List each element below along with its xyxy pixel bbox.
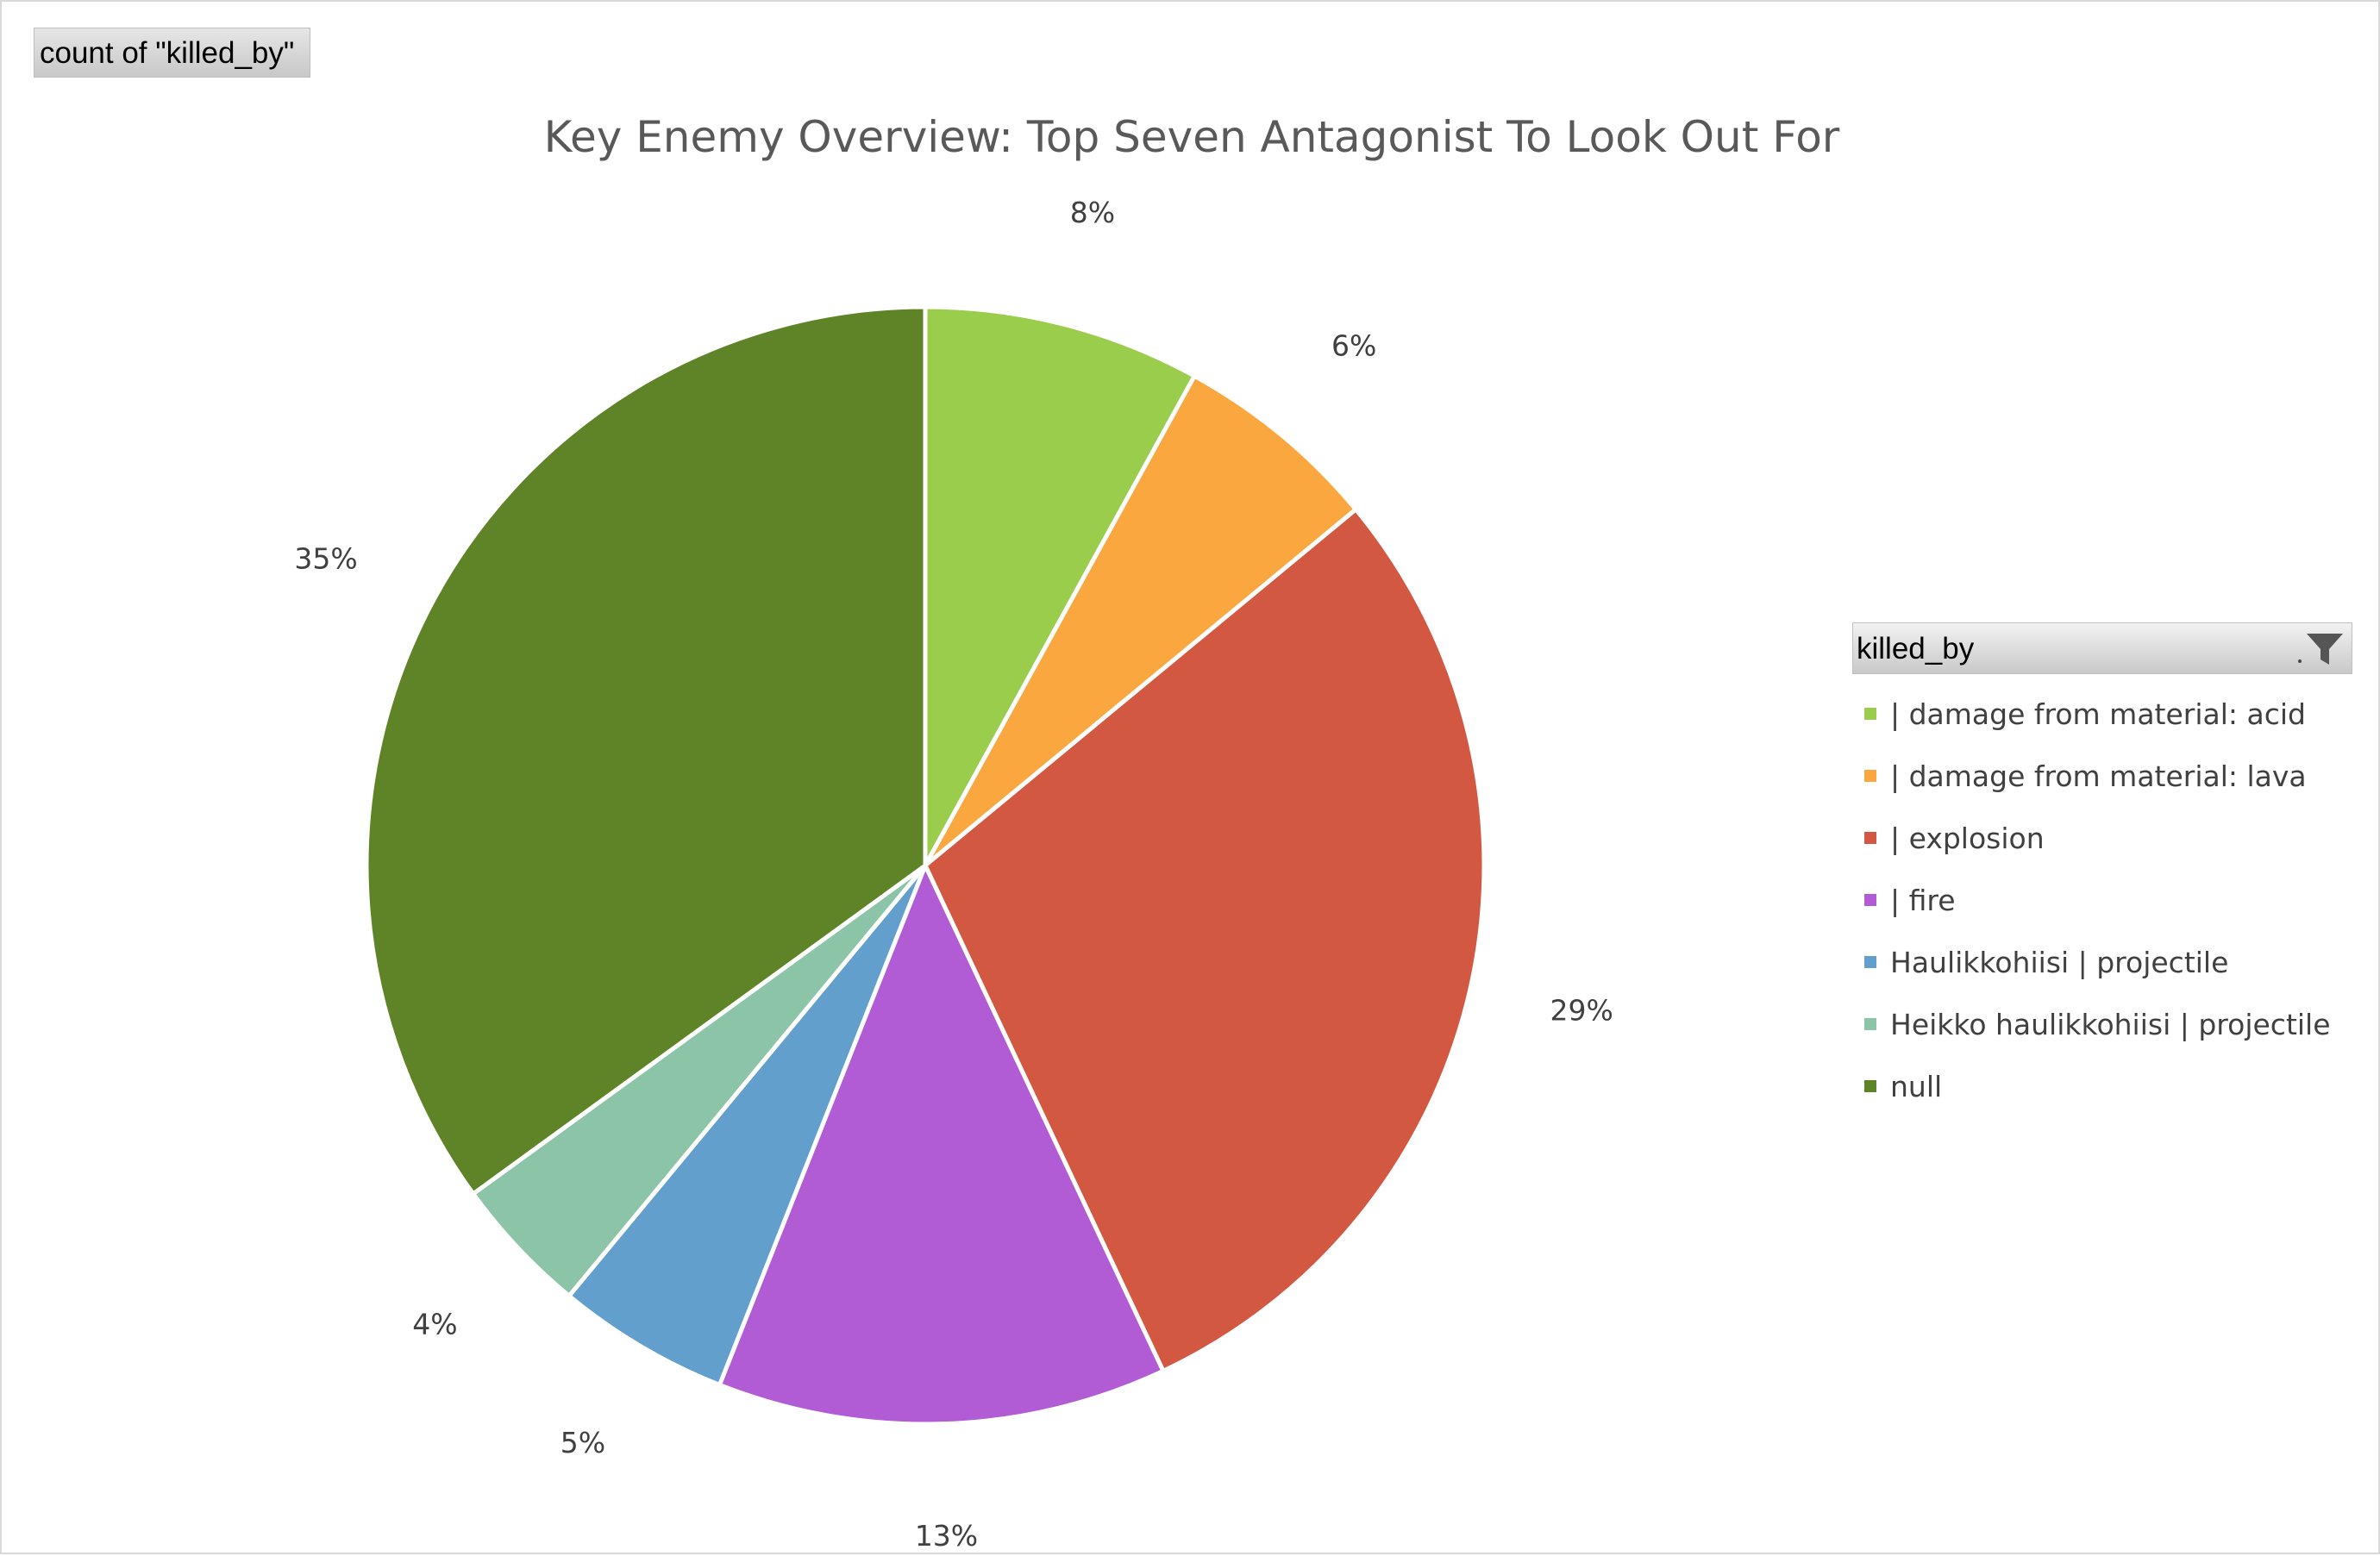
pie-slice[interactable]: [923, 373, 1358, 868]
pie-slice[interactable]: [923, 507, 1487, 1373]
slice-data-label: 29%: [1550, 994, 1613, 1028]
filter-icon[interactable]: [2295, 630, 2346, 668]
legend-swatch: [1864, 1080, 1876, 1092]
slice-data-label: 5%: [561, 1426, 605, 1459]
legend-item[interactable]: | damage from material: lava: [1864, 745, 2331, 807]
chart-title: Key Enemy Overview: Top Seven Antagonist…: [543, 112, 1840, 162]
legend-swatch: [1864, 1018, 1876, 1030]
legend-swatch: [1864, 956, 1876, 968]
slice-data-label: 13%: [915, 1519, 978, 1553]
legend-label: | explosion: [1890, 821, 2045, 855]
legend-swatch: [1864, 894, 1876, 906]
slice-data-label: 6%: [1331, 328, 1376, 362]
slice-data-label: 4%: [412, 1307, 457, 1340]
legend-swatch: [1864, 832, 1876, 844]
legend-label: | fire: [1890, 883, 1956, 917]
value-field-button[interactable]: count of "killed_by": [34, 28, 311, 78]
legend-swatch: [1864, 770, 1876, 782]
legend-label: Haulikkohiisi | projectile: [1890, 945, 2229, 979]
slice-data-label: 8%: [1070, 196, 1115, 229]
legend-item[interactable]: | explosion: [1864, 807, 2331, 869]
pie-slice[interactable]: [364, 304, 928, 1197]
pie-slice[interactable]: [923, 304, 1197, 868]
legend-item[interactable]: Heikko haulikkohiisi | projectile: [1864, 993, 2331, 1055]
legend-label: | damage from material: acid: [1890, 697, 2306, 731]
legend-label: null: [1890, 1069, 1943, 1103]
legend-item[interactable]: Haulikkohiisi | projectile: [1864, 931, 2331, 993]
legend-swatch: [1864, 708, 1876, 720]
legend-label: Heikko haulikkohiisi | projectile: [1890, 1007, 2331, 1041]
pie-slice[interactable]: [567, 863, 928, 1387]
legend-field-header[interactable]: killed_by: [1852, 622, 2352, 674]
legend-header-label: killed_by: [1857, 632, 1975, 666]
legend-item[interactable]: | damage from material: acid: [1864, 683, 2331, 745]
pie-slice[interactable]: [717, 863, 1166, 1427]
legend-label: | damage from material: lava: [1890, 759, 2307, 793]
legend: | damage from material: acid | damage fro…: [1864, 683, 2331, 1117]
legend-item[interactable]: null: [1864, 1055, 2331, 1117]
legend-item[interactable]: | fire: [1864, 869, 2331, 931]
slice-data-label: 35%: [294, 541, 357, 575]
